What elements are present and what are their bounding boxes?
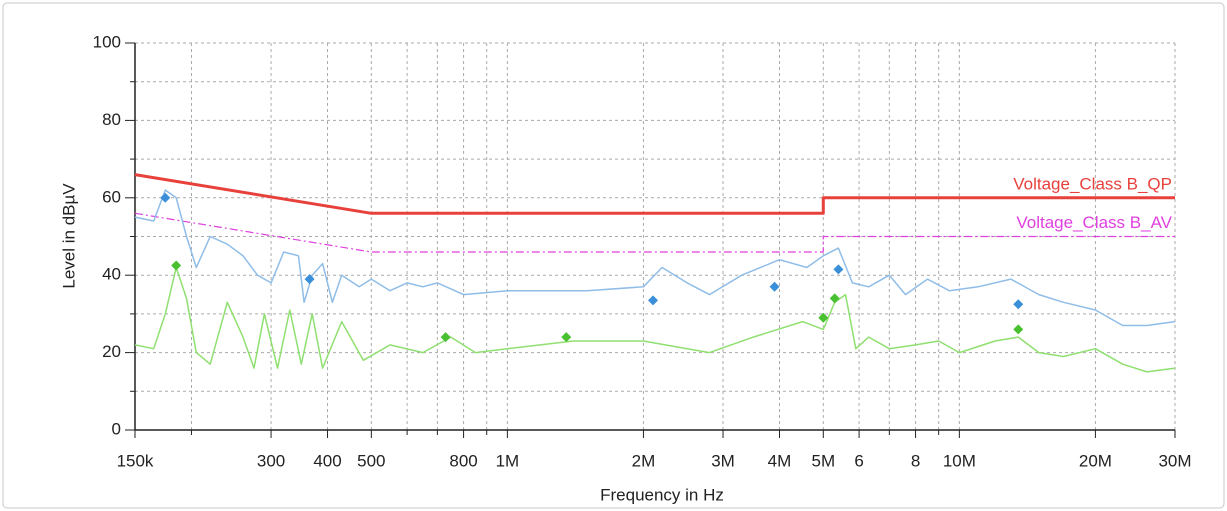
trace-line bbox=[134, 266, 1176, 373]
marker bbox=[171, 260, 182, 271]
x-tick-label: 4M bbox=[768, 451, 792, 470]
y-tick-label: 40 bbox=[102, 265, 121, 284]
y-axis-title: Level in dBµV bbox=[59, 183, 78, 289]
x-axis-title: Frequency in Hz bbox=[600, 485, 724, 504]
y-tick-label: 20 bbox=[102, 342, 121, 361]
y-tick-label: 0 bbox=[112, 419, 121, 438]
x-tick-label: 1M bbox=[496, 451, 520, 470]
marker bbox=[440, 332, 451, 343]
y-tick-label: 100 bbox=[93, 32, 121, 51]
x-tick-label: 30M bbox=[1158, 451, 1191, 470]
limit-line bbox=[134, 173, 1175, 215]
marker bbox=[1013, 299, 1024, 310]
marker bbox=[818, 312, 829, 323]
trace-line bbox=[134, 189, 1176, 327]
marker bbox=[561, 332, 572, 343]
marker bbox=[769, 281, 780, 292]
x-tick-label: 300 bbox=[257, 451, 285, 470]
y-tick-label: 60 bbox=[102, 187, 121, 206]
x-tick-label: 8 bbox=[911, 451, 920, 470]
marker bbox=[648, 295, 659, 306]
limit-label: Voltage_Class B_QP bbox=[1013, 174, 1172, 193]
x-tick-label: 3M bbox=[711, 451, 735, 470]
marker bbox=[829, 293, 840, 304]
marker bbox=[833, 264, 844, 275]
marker bbox=[1013, 324, 1024, 335]
limit-line bbox=[134, 212, 1175, 253]
x-tick-label: 6 bbox=[854, 451, 863, 470]
x-tick-label: 800 bbox=[449, 451, 477, 470]
limit-label: Voltage_Class B_AV bbox=[1016, 213, 1172, 232]
x-tick-label: 2M bbox=[632, 451, 656, 470]
marker bbox=[160, 192, 171, 203]
x-tick-label: 150k bbox=[117, 451, 154, 470]
y-tick-label: 80 bbox=[102, 110, 121, 129]
x-tick-label: 5M bbox=[811, 451, 835, 470]
x-tick-label: 400 bbox=[313, 451, 341, 470]
x-tick-label: 10M bbox=[943, 451, 976, 470]
x-tick-label: 20M bbox=[1079, 451, 1112, 470]
marker bbox=[304, 274, 315, 285]
x-tick-label: 500 bbox=[357, 451, 385, 470]
